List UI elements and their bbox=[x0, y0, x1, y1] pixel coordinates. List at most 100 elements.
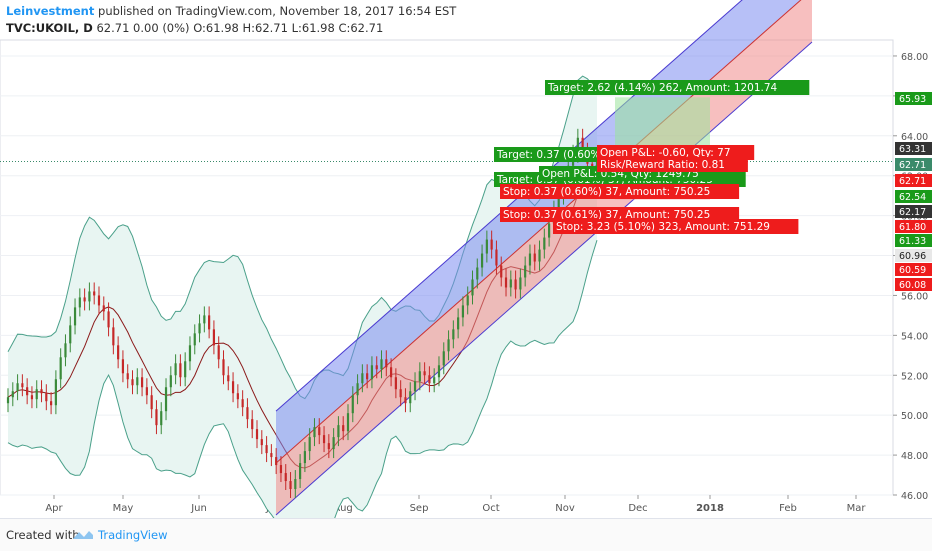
candle-body bbox=[538, 249, 541, 262]
candle-body bbox=[26, 387, 29, 396]
candle-body bbox=[399, 389, 402, 398]
candle-body bbox=[533, 253, 536, 262]
candle-body bbox=[279, 465, 283, 474]
x-tick-label: Sep bbox=[410, 503, 429, 514]
price-chart[interactable]: 46.0048.0050.0052.0054.0056.0058.0060.00… bbox=[0, 0, 932, 518]
footer: Created with TradingView bbox=[0, 518, 932, 551]
candle-body bbox=[452, 329, 455, 340]
author-link[interactable]: Leinvestment bbox=[6, 4, 95, 18]
candle-body bbox=[380, 359, 383, 370]
price-scale-badge-text: 61.80 bbox=[899, 222, 926, 233]
candle-body bbox=[136, 377, 139, 386]
candle-body bbox=[361, 373, 364, 384]
candle-body bbox=[480, 253, 484, 268]
price-scale-badge-text: 63.31 bbox=[899, 144, 926, 155]
candle-body bbox=[107, 311, 110, 328]
candle-body bbox=[466, 295, 469, 306]
candle-body bbox=[433, 377, 436, 384]
candle-body bbox=[442, 351, 445, 366]
candle-body bbox=[40, 389, 43, 394]
x-tick-label: Mar bbox=[847, 503, 867, 514]
candle-body bbox=[93, 291, 96, 296]
tradingview-link[interactable]: TradingView bbox=[98, 528, 168, 542]
candle-body bbox=[548, 223, 551, 238]
candle-body bbox=[69, 325, 72, 344]
candle-body bbox=[370, 365, 374, 380]
candle-body bbox=[241, 399, 244, 408]
y-tick-label: 48.00 bbox=[901, 451, 928, 462]
candle-body bbox=[260, 439, 263, 446]
candle-body bbox=[150, 395, 153, 410]
stop-label-1: Stop: 0.37 (0.60%) 37, Amount: 750.25 bbox=[500, 184, 740, 199]
candle-body bbox=[155, 409, 158, 426]
candle-body bbox=[509, 279, 512, 288]
candle-body bbox=[409, 391, 412, 404]
x-tick-label: Jun bbox=[190, 503, 207, 514]
position-label-text: Stop: 0.37 (0.60%) 37, Amount: 750.25 bbox=[503, 186, 710, 198]
candle-body bbox=[346, 413, 350, 432]
candle-body bbox=[121, 359, 125, 374]
candle-body bbox=[169, 375, 172, 388]
tradingview-logo-icon[interactable] bbox=[72, 529, 94, 541]
candle-body bbox=[332, 437, 335, 450]
candle-body bbox=[97, 295, 101, 306]
candle-body bbox=[495, 249, 498, 266]
candle-body bbox=[275, 457, 278, 466]
y-tick-label: 68.00 bbox=[901, 52, 928, 63]
candle-body bbox=[184, 361, 187, 378]
candle-body bbox=[485, 239, 488, 254]
position-label-text: Target: 2.62 (4.14%) 262, Amount: 1201.7… bbox=[547, 82, 778, 94]
candle-body bbox=[231, 381, 235, 394]
candle-body bbox=[284, 473, 287, 482]
candle-body bbox=[500, 265, 503, 278]
open-pnl-red-label: Open P&L: -0.60, Qty: 77 bbox=[597, 145, 755, 160]
ohlc-values: 62.71 0.00 (0%) O:61.98 H:62.71 L:61.98 … bbox=[96, 21, 384, 35]
candle-body bbox=[308, 437, 311, 452]
candle-body bbox=[11, 391, 14, 398]
candle-body bbox=[83, 297, 86, 302]
x-tick-label: Nov bbox=[555, 503, 575, 514]
candle-body bbox=[351, 395, 354, 414]
candle-body bbox=[389, 367, 393, 378]
channel-line bbox=[275, 41, 813, 516]
bollinger-band-fill bbox=[8, 76, 597, 518]
candle-body bbox=[174, 363, 177, 376]
candle-body bbox=[236, 393, 239, 400]
y-tick-label: 64.00 bbox=[901, 132, 928, 143]
candle-body bbox=[126, 373, 129, 380]
x-tick-label: Aug bbox=[333, 503, 353, 514]
candle-body bbox=[524, 265, 527, 278]
candle-body bbox=[251, 419, 254, 430]
candle-body bbox=[437, 365, 441, 378]
created-with-text: Created with bbox=[6, 528, 80, 542]
candle-body bbox=[318, 427, 321, 436]
candle-body bbox=[576, 137, 579, 154]
publish-line: Leinvestment published on TradingView.co… bbox=[6, 3, 456, 20]
price-scale-badge-text: 62.17 bbox=[899, 207, 926, 218]
price-scale-badge: 61.33 bbox=[895, 234, 932, 247]
candle-body bbox=[528, 253, 532, 266]
candle-body bbox=[212, 329, 216, 346]
candle-body bbox=[447, 339, 450, 352]
candle-body bbox=[117, 345, 120, 360]
x-tick-label: Oct bbox=[482, 503, 499, 514]
x-tick-label: 2018 bbox=[696, 503, 724, 514]
candle-body bbox=[270, 453, 273, 458]
candle-body bbox=[208, 315, 211, 330]
candle-body bbox=[342, 425, 345, 432]
candle-body bbox=[289, 481, 292, 490]
candle-body bbox=[164, 387, 168, 412]
candle-body bbox=[337, 425, 340, 438]
price-scale-badge-text: 62.71 bbox=[899, 160, 926, 171]
candle-body bbox=[49, 401, 53, 406]
stop-label-2: Stop: 0.37 (0.61%) 37, Amount: 750.25 bbox=[500, 207, 740, 222]
candle-body bbox=[78, 297, 81, 308]
candle-body bbox=[160, 411, 163, 426]
candle-body bbox=[265, 445, 268, 454]
candle-body bbox=[418, 371, 421, 382]
stop-label-3: Stop: 3.23 (5.10%) 323, Amount: 751.29 bbox=[553, 219, 799, 234]
y-tick-label: 50.00 bbox=[901, 411, 928, 422]
position-label-text: Stop: 0.37 (0.61%) 37, Amount: 750.25 bbox=[503, 209, 710, 221]
candle-body bbox=[255, 429, 259, 440]
candle-body bbox=[102, 305, 105, 312]
